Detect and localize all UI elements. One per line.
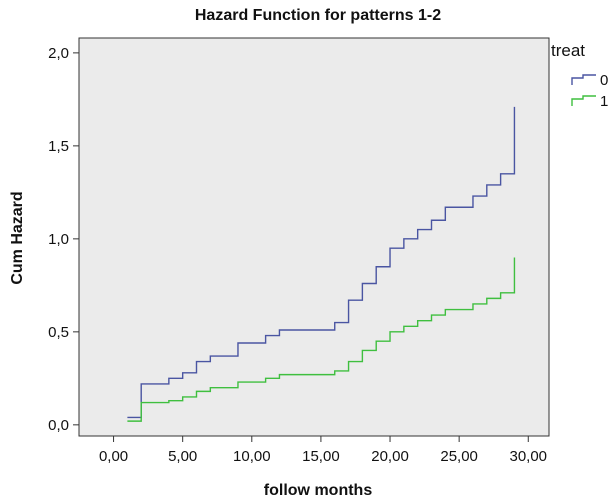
y-tick-label: 0,5 bbox=[48, 324, 69, 341]
series-0-line bbox=[127, 106, 516, 419]
plot-area bbox=[78, 37, 550, 437]
x-axis-label: follow months bbox=[264, 482, 373, 499]
x-tick-label: 5,00 bbox=[168, 448, 197, 465]
x-tick-label: 20,00 bbox=[371, 448, 409, 465]
legend-label: 1 bbox=[600, 93, 608, 110]
chart-title: Hazard Function for patterns 1-2 bbox=[195, 7, 441, 24]
legend-title: treat bbox=[551, 41, 585, 60]
x-tick-label: 10,00 bbox=[233, 448, 271, 465]
legend: treat 0 1 bbox=[551, 41, 608, 110]
legend-label: 0 bbox=[600, 72, 608, 89]
y-axis: 0,0 0,5 1,0 1,5 2,0 bbox=[48, 45, 79, 434]
y-axis-label: Cum Hazard bbox=[9, 191, 26, 284]
y-tick-label: 1,0 bbox=[48, 231, 69, 248]
y-tick-label: 0,0 bbox=[48, 417, 69, 434]
series-1-line bbox=[127, 257, 516, 422]
x-tick-label: 25,00 bbox=[440, 448, 478, 465]
x-tick-label: 0,00 bbox=[99, 448, 128, 465]
series-layer bbox=[127, 106, 516, 422]
legend-swatch bbox=[571, 74, 596, 85]
legend-swatch bbox=[571, 95, 596, 106]
x-tick-label: 15,00 bbox=[302, 448, 340, 465]
x-tick-label: 30,00 bbox=[509, 448, 547, 465]
y-tick-label: 2,0 bbox=[48, 45, 69, 62]
x-axis: 0,00 5,00 10,00 15,00 20,00 25,00 30,00 bbox=[99, 436, 547, 465]
y-tick-label: 1,5 bbox=[48, 138, 69, 155]
